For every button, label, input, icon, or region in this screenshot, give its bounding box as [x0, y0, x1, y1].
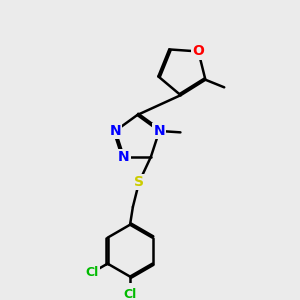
- Text: Cl: Cl: [86, 266, 99, 279]
- Text: O: O: [192, 44, 204, 58]
- Text: N: N: [118, 150, 130, 164]
- Text: N: N: [110, 124, 121, 138]
- Text: S: S: [134, 175, 144, 189]
- Text: N: N: [154, 124, 165, 138]
- Text: Cl: Cl: [123, 288, 137, 300]
